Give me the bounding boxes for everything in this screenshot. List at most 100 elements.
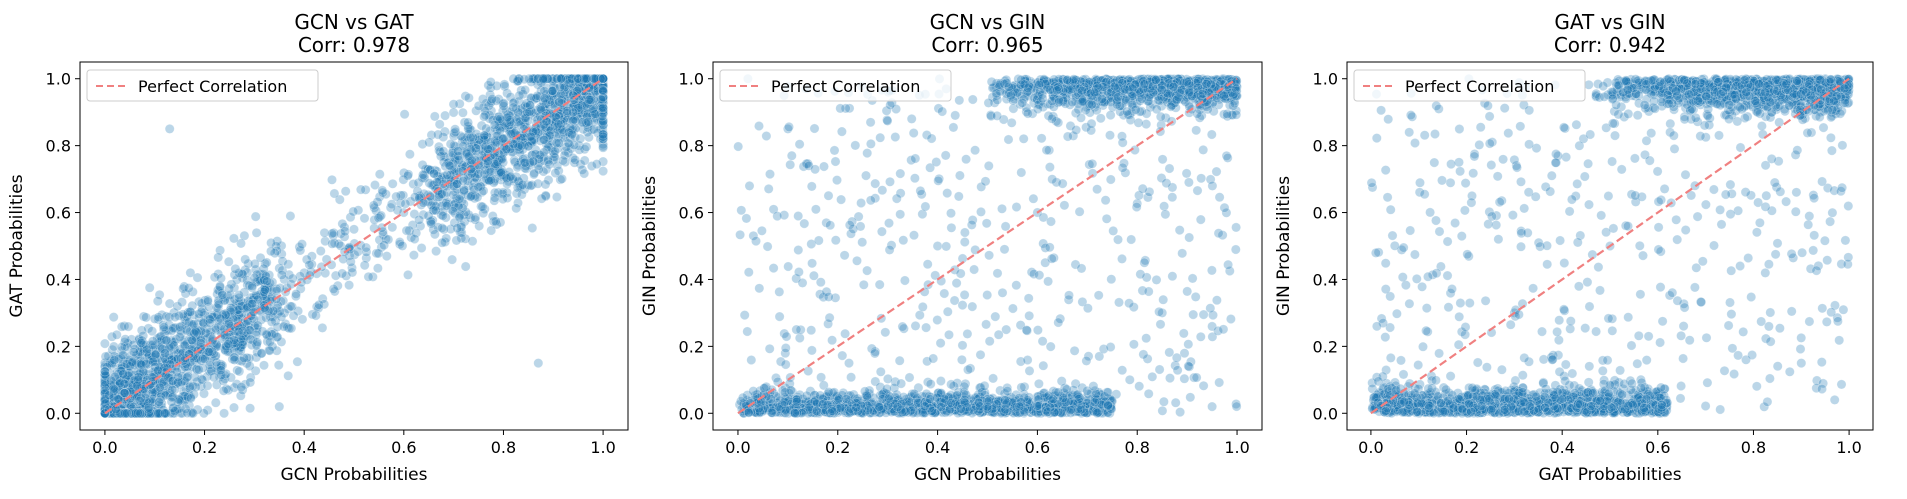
scatter-point (112, 408, 122, 419)
scatter-point (598, 73, 608, 84)
scatter-point (1183, 339, 1194, 350)
scatter-point (172, 377, 183, 388)
scatter-point (442, 169, 453, 180)
scatter-point (439, 151, 449, 162)
scatter-point (188, 408, 198, 419)
scatter-point (212, 364, 223, 375)
scatter-point (220, 345, 231, 356)
scatter-point (592, 109, 603, 119)
scatter-point (256, 348, 267, 359)
scatter-point (337, 268, 348, 279)
scatter-point (219, 408, 229, 419)
scatter-point (547, 113, 557, 124)
scatter-point (527, 223, 538, 233)
scatter-point (436, 188, 447, 199)
scatter-point (164, 123, 175, 134)
scatter-point (238, 313, 249, 324)
scatter-point (502, 88, 512, 99)
scatter-point (159, 348, 170, 359)
scatter-point (465, 132, 476, 143)
scatter-point (123, 379, 134, 390)
scatter-point (536, 73, 547, 84)
scatter-point (962, 328, 973, 339)
scatter-point (100, 394, 110, 405)
scatter-point (219, 373, 230, 384)
scatter-point (114, 377, 125, 388)
scatter-point (433, 129, 443, 140)
scatter-point (1214, 377, 1225, 388)
scatter-point (245, 403, 255, 414)
scatter-point (448, 107, 459, 118)
scatter-point (120, 408, 131, 419)
scatter-point (744, 180, 755, 191)
scatter-point (1181, 168, 1192, 179)
scatter-point (498, 147, 509, 158)
scatter-point (349, 224, 359, 235)
scatter-point (1105, 174, 1116, 185)
scatter-point (559, 113, 570, 124)
scatter-point (285, 211, 296, 221)
scatter-point (274, 401, 285, 412)
scatter-point (463, 151, 474, 162)
scatter-point (271, 285, 282, 296)
scatter-point (950, 110, 961, 121)
scatter-point (585, 73, 595, 84)
scatter-point (291, 289, 301, 299)
scatter-point (538, 147, 549, 158)
scatter-point (914, 310, 925, 320)
scatter-point (119, 388, 130, 398)
scatter-point (250, 211, 261, 222)
scatter-point (247, 282, 257, 293)
scatter-point (212, 289, 223, 299)
scatter-point (598, 73, 608, 84)
scatter-point (1165, 373, 1175, 383)
scatter-point (549, 73, 559, 84)
scatter-point (896, 378, 906, 389)
scatter-point (866, 138, 876, 149)
scatter-point (334, 194, 345, 205)
scatter-point (340, 226, 350, 237)
x-tick-label: 0.2 (192, 438, 217, 457)
scatter-point (100, 351, 111, 362)
scatter-point (520, 157, 530, 168)
scatter-point (1207, 180, 1218, 191)
scatter-point (1178, 328, 1189, 339)
scatter-point (941, 241, 952, 252)
scatter-point (132, 373, 142, 384)
scatter-point (373, 248, 384, 259)
scatter-point (386, 199, 397, 210)
scatter-point (540, 179, 551, 190)
scatter-point (884, 218, 894, 228)
scatter-point (550, 168, 561, 178)
scatter-point (259, 360, 269, 371)
scatter-point (115, 375, 125, 385)
scatter-point (819, 161, 829, 172)
scatter-point (1172, 365, 1183, 376)
scatter-point (895, 168, 906, 179)
scatter-point (315, 246, 326, 256)
scatter-point (344, 280, 354, 290)
scatter-point (1147, 371, 1158, 382)
scatter-point (363, 271, 374, 282)
scatter-point (276, 240, 287, 251)
scatter-point (328, 230, 339, 241)
scatter-point (164, 386, 175, 397)
scatter-point (470, 212, 481, 223)
scatter-point (243, 258, 254, 269)
scatter-point (910, 153, 921, 164)
scatter-point (292, 356, 303, 367)
scatter-point (213, 299, 224, 310)
scatter-point (1191, 125, 1202, 136)
scatter-point (1198, 144, 1209, 155)
scatter-point (514, 90, 525, 101)
scatter-point (967, 301, 978, 312)
scatter-point (429, 179, 440, 190)
scatter-point (141, 312, 151, 323)
scatter-point (598, 105, 608, 115)
scatter-point (429, 111, 440, 122)
scatter-point (224, 283, 235, 294)
scatter-point (399, 109, 410, 120)
scatter-point (1046, 216, 1056, 227)
scatter-point (511, 203, 522, 214)
scatter-point (757, 225, 767, 236)
